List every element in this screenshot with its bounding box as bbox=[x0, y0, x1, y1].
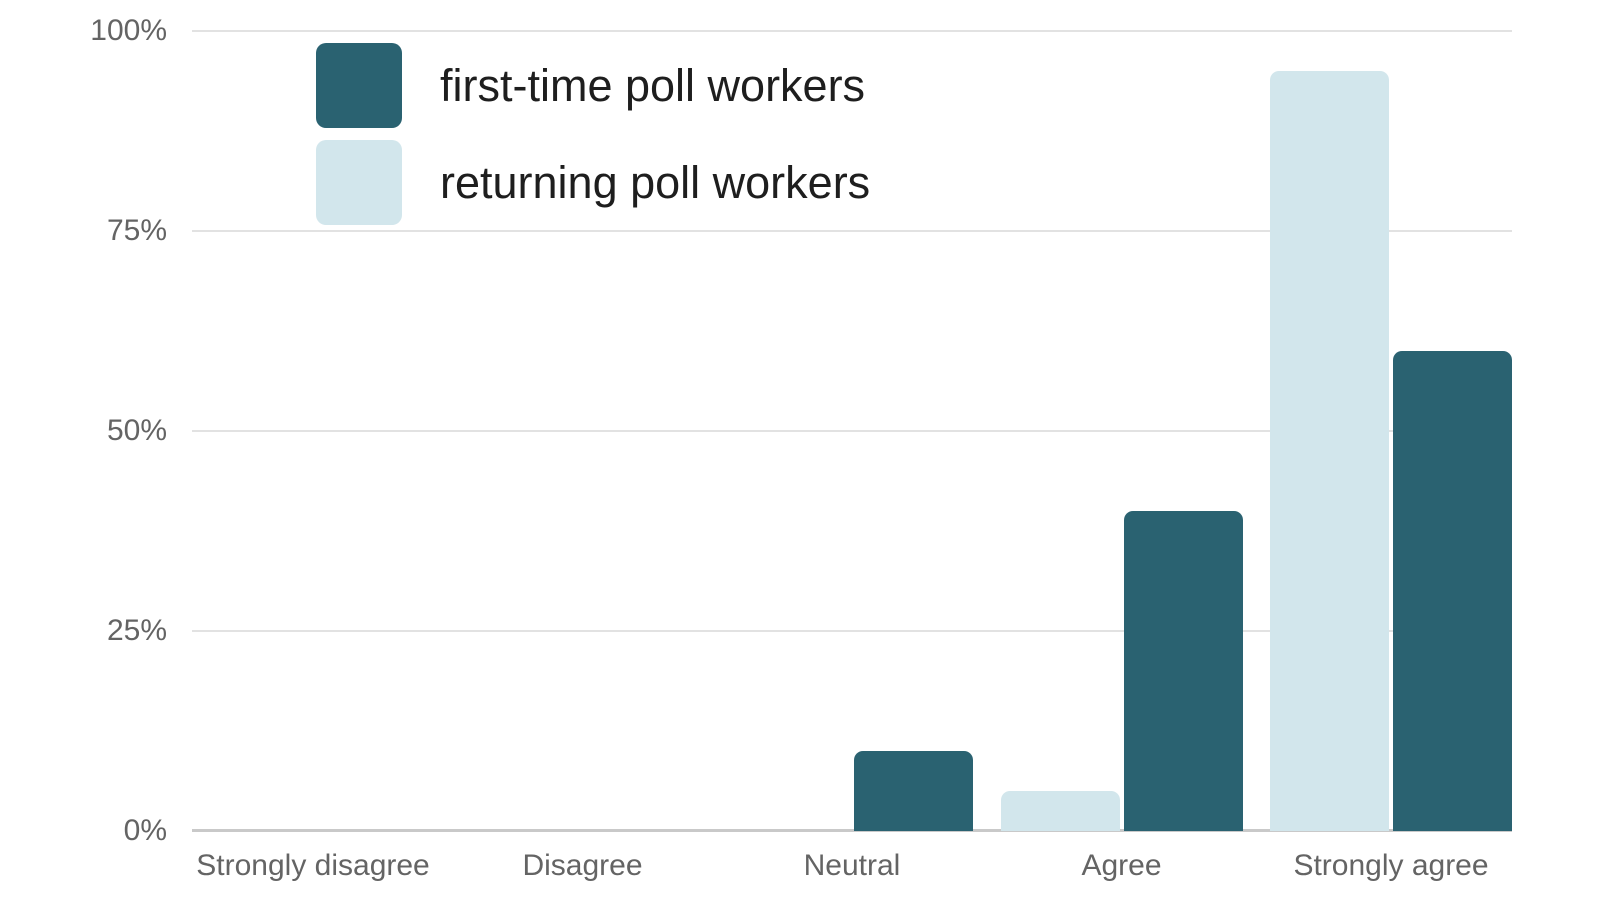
y-tick-label-0%: 0% bbox=[123, 814, 167, 847]
y-tick-label-100%: 100% bbox=[90, 14, 167, 47]
y-axis: 0% 25% 50% 75% 100% bbox=[0, 16, 167, 846]
x-tick-cell-agree: Agree bbox=[1001, 847, 1243, 885]
bar-returning-poll-workers-agree bbox=[1000, 791, 1120, 831]
legend-item-returning: returning poll workers bbox=[316, 140, 870, 225]
gridline-0% bbox=[192, 829, 1512, 832]
x-tick-cell-strongly-disagree: Strongly disagree bbox=[192, 847, 434, 885]
y-tick-label-25%: 25% bbox=[106, 614, 167, 647]
bar-first-time-poll-workers-strongly-agree bbox=[1393, 351, 1512, 831]
x-tick-cell-neutral: Neutral bbox=[731, 847, 973, 885]
y-tick-label-75%: 75% bbox=[106, 214, 167, 247]
x-tick-cell-strongly-agree: Strongly agree bbox=[1270, 847, 1512, 885]
x-tick-label-disagree: Disagree bbox=[522, 849, 643, 882]
gridline-25% bbox=[192, 630, 1512, 632]
bar-returning-poll-workers-strongly-agree bbox=[1270, 71, 1389, 831]
gridline-100% bbox=[192, 30, 1512, 32]
gridline-75% bbox=[192, 230, 1512, 232]
gridline-50% bbox=[192, 430, 1512, 432]
y-tick-label-50%: 50% bbox=[106, 414, 167, 447]
bar-first-time-poll-workers-neutral bbox=[854, 751, 973, 831]
x-tick-label-strongly-disagree: Strongly disagree bbox=[196, 849, 430, 882]
plot-area bbox=[192, 30, 1512, 832]
x-tick-label-agree: Agree bbox=[1081, 849, 1162, 882]
legend: first-time poll workers returning poll w… bbox=[316, 43, 870, 237]
legend-label-first-time: first-time poll workers bbox=[440, 59, 866, 111]
legend-item-first-time: first-time poll workers bbox=[316, 43, 870, 128]
legend-swatch-first-time bbox=[316, 43, 402, 128]
x-axis: Strongly disagree Disagree Neutral Agree Str… bbox=[192, 847, 1512, 885]
legend-label-returning: returning poll workers bbox=[440, 156, 871, 208]
bar-groups bbox=[192, 31, 1512, 831]
bar-group-agree bbox=[1000, 31, 1243, 831]
bar-group-strongly-agree bbox=[1270, 31, 1512, 831]
bar-first-time-poll-workers-agree bbox=[1123, 511, 1243, 831]
x-tick-label-neutral: Neutral bbox=[803, 849, 901, 882]
bar-group-neutral bbox=[731, 31, 973, 831]
x-tick-cell-disagree: Disagree bbox=[462, 847, 704, 885]
legend-swatch-returning bbox=[316, 140, 402, 225]
x-tick-label-strongly-agree: Strongly agree bbox=[1293, 849, 1489, 882]
